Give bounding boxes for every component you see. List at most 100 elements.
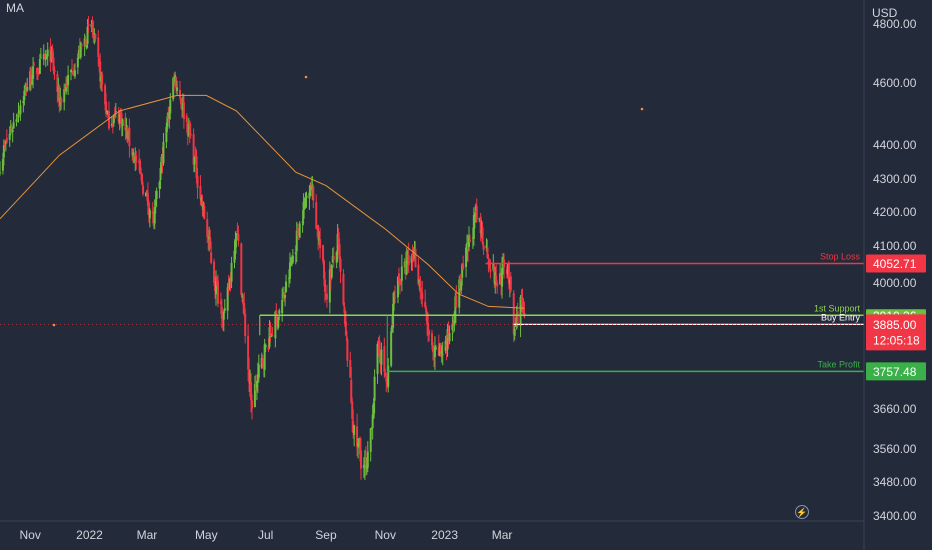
candle [281,288,284,322]
candle [446,323,449,357]
candle [73,63,76,79]
candle [26,77,29,92]
candle [335,250,338,269]
candle [5,129,8,144]
moving-average-line [0,94,525,309]
candle [305,191,308,208]
candle [220,299,223,329]
candle [302,193,305,226]
stop-loss-tag[interactable] [866,254,926,273]
candle [315,194,318,230]
take-profit-tag[interactable] [866,362,926,381]
candle [11,126,14,143]
candle [451,316,454,342]
candle [165,122,168,149]
candle [482,242,485,255]
candle [394,285,397,304]
candle [39,47,42,59]
countdown-timer: 12:05:18 [873,333,920,347]
candle [92,20,95,43]
candle [264,343,267,353]
candle [12,112,15,129]
candle [319,227,322,259]
candle [405,247,408,276]
candle [210,241,213,265]
candle [107,101,110,131]
candle [124,112,127,141]
candle [203,202,206,220]
candle [114,102,117,118]
candle [70,69,73,81]
candle [35,67,38,81]
lightning-glyph: ⚡ [796,507,807,519]
candle [481,222,484,246]
candle [434,344,437,351]
y-tick-label: 4200.00 [873,205,917,219]
candle [17,102,20,123]
candle [317,224,320,251]
candle [349,351,352,379]
candle [56,70,59,103]
candle [277,316,280,330]
candle [323,271,326,303]
level-label: 1st Support [814,303,861,313]
y-tick-label: 4100.00 [873,239,917,253]
candle [427,312,430,343]
candle [176,80,179,96]
candle [121,118,124,136]
marker-dot [640,107,644,111]
candle [112,114,115,127]
candle [155,187,158,208]
candle [162,132,165,166]
price-axis[interactable]: 3400.00 3480.00 3560.00 3660.00 4000.00 4100.… [873,17,917,523]
candle [455,285,458,309]
candle [30,66,33,91]
y-tick-label: 3480.00 [873,475,917,489]
marker-dot [304,75,308,79]
candle [71,59,74,70]
candle [380,342,383,376]
candle [441,341,444,366]
candle [312,184,315,208]
candle [179,80,182,101]
candle [255,380,258,401]
x-tick-label: Mar [137,528,158,542]
candle [139,158,142,175]
candle [79,41,82,60]
candle [339,256,342,284]
candle [513,325,516,341]
candle [237,225,240,247]
candle [209,229,212,250]
candle [244,308,247,344]
candle [330,264,333,280]
candle [448,325,451,345]
time-axis[interactable]: Nov 2022 Mar May Jul Sep Nov 2023 Mar [19,528,512,542]
candle [94,33,97,43]
candle [369,427,372,462]
candle [222,309,225,332]
candle [358,438,361,448]
candle [15,113,18,127]
candle [141,172,144,186]
candle [248,357,251,393]
candle [479,212,482,242]
take-profit-tag-text: 3757.48 [873,365,917,379]
current-price-tag[interactable] [866,314,926,351]
candle [475,198,478,223]
candle [359,437,362,480]
candle [192,128,195,173]
candle [99,53,102,89]
candle [467,226,470,252]
candle [38,53,41,74]
candle [421,280,424,308]
candle [431,341,434,361]
candle [489,259,492,279]
x-tick-label: Mar [492,528,513,542]
lightning-icon[interactable] [795,505,809,519]
candle [345,321,348,341]
candle [111,122,114,134]
x-tick-label: May [195,528,218,542]
candle [278,308,281,321]
candle [460,278,463,294]
